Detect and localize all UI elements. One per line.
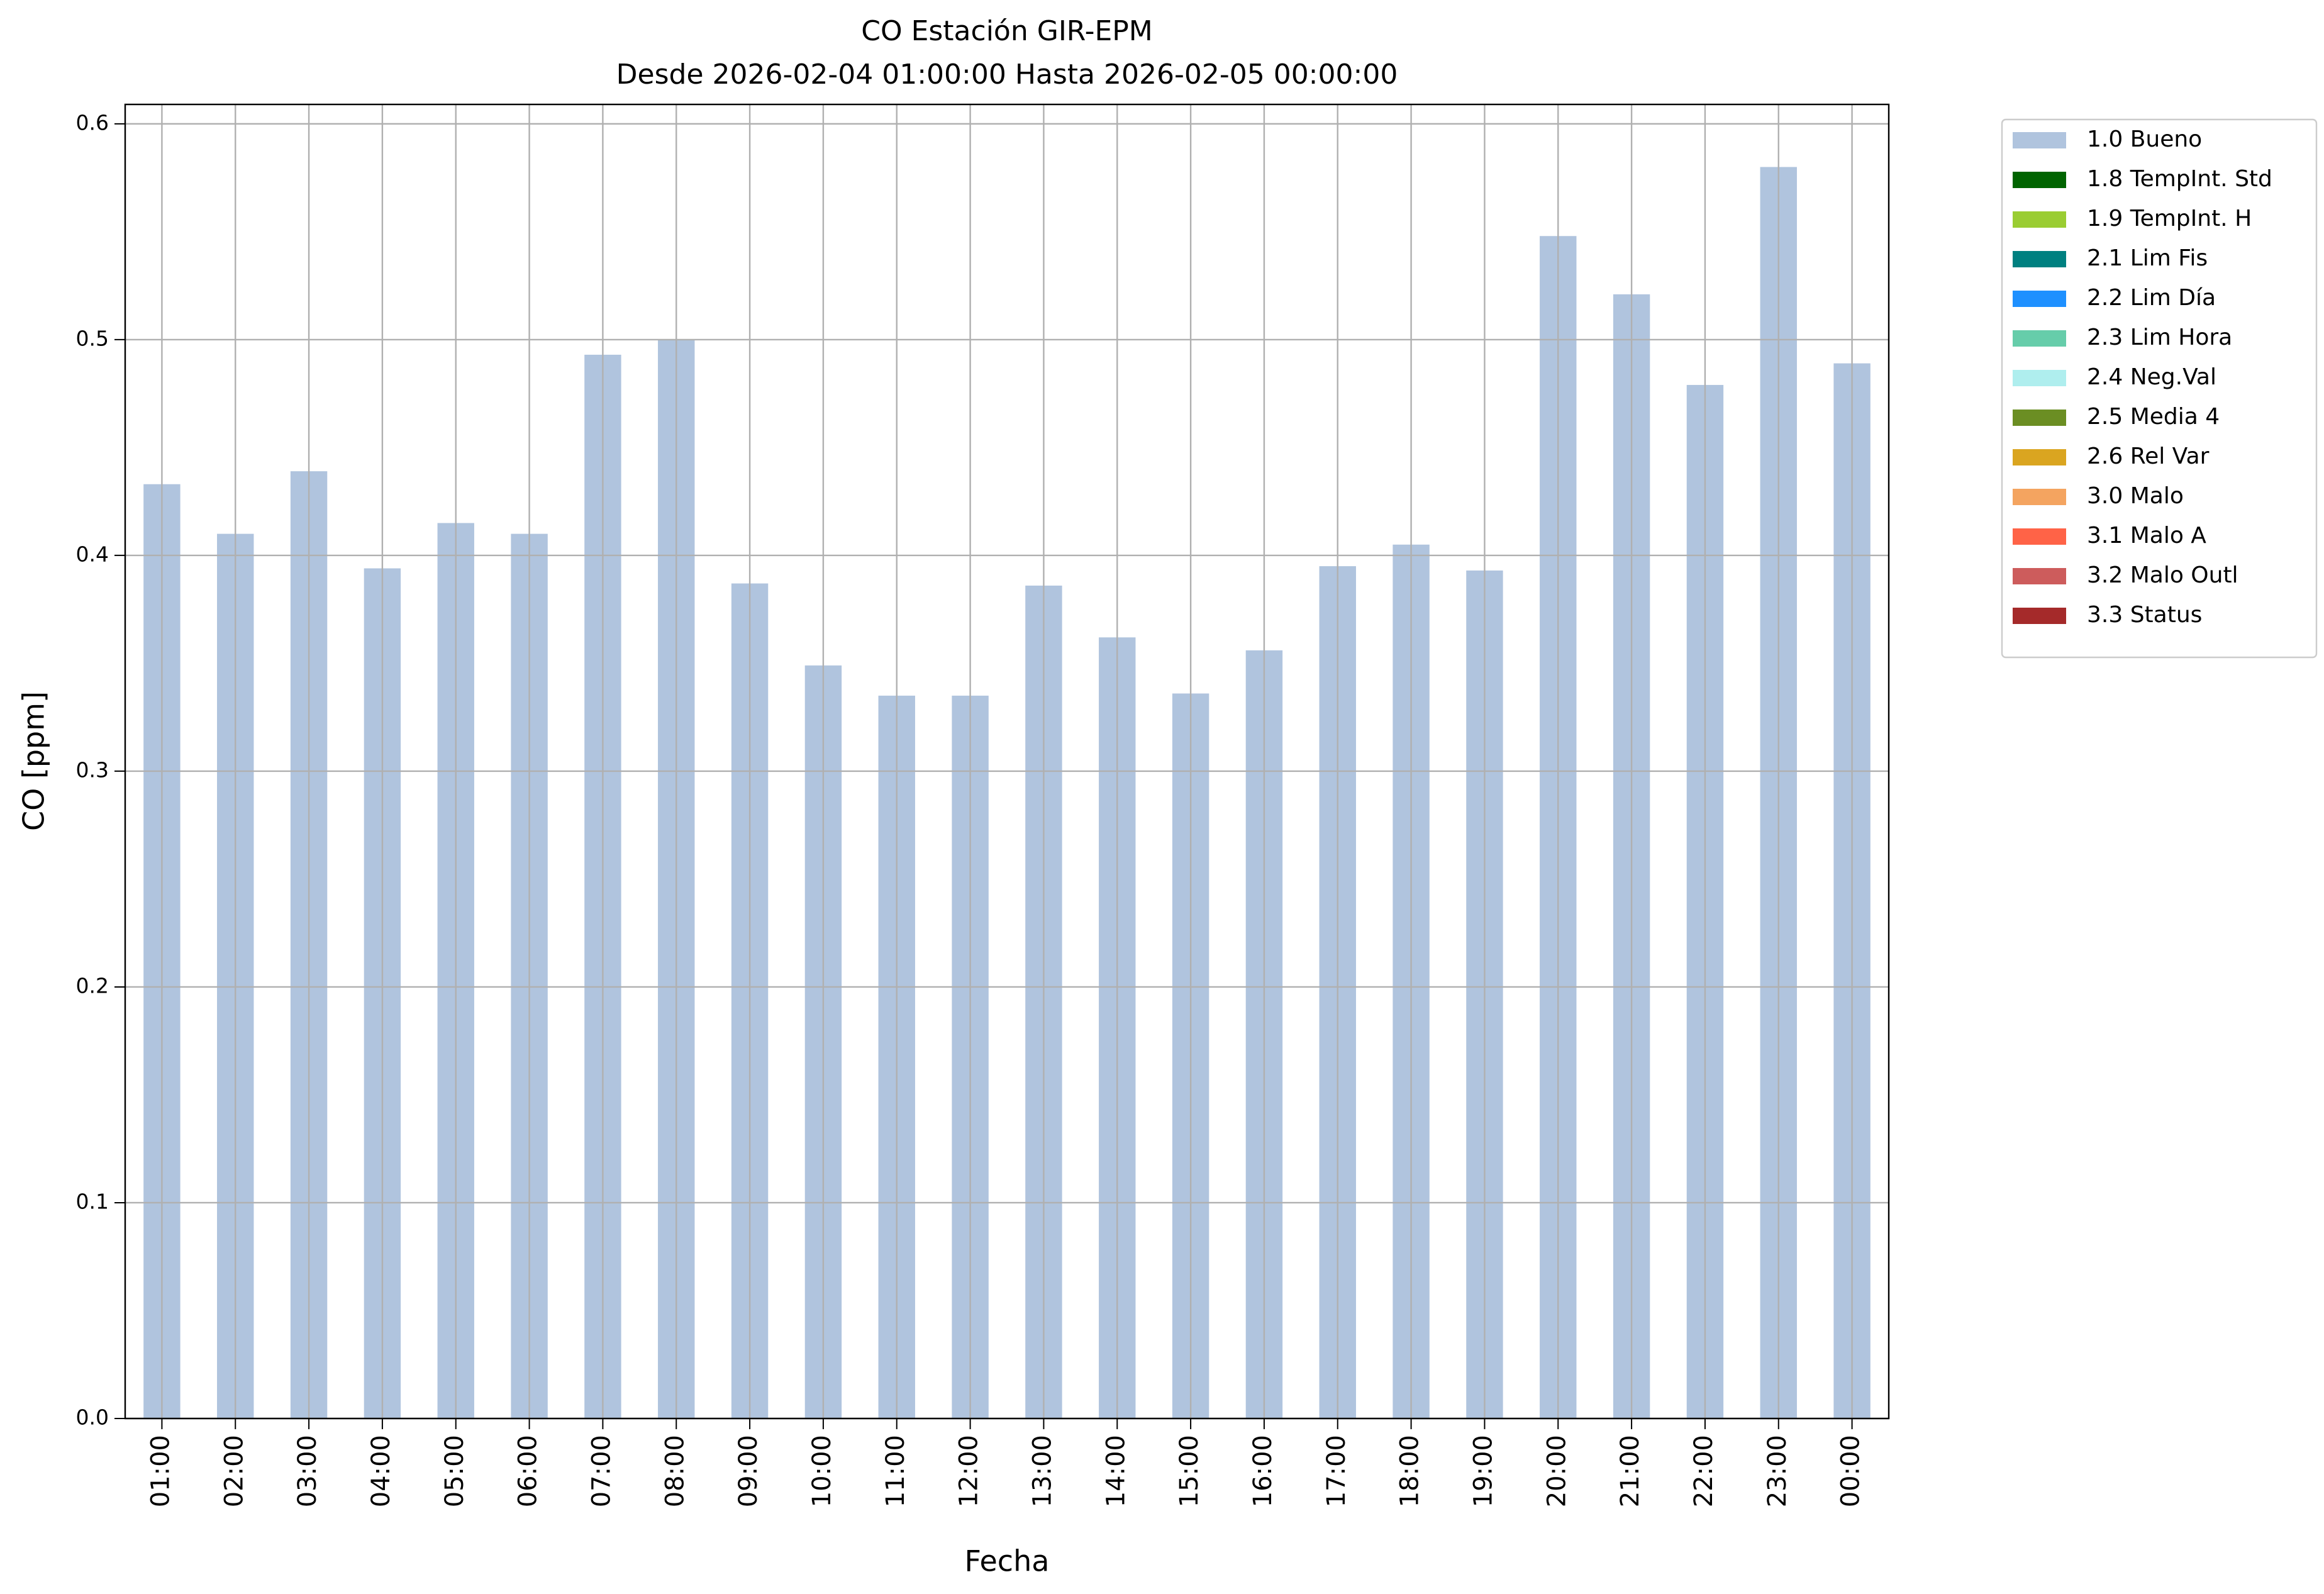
chart-subtitle: Desde 2026-02-04 01:00:00 Hasta 2026-02-… [616, 59, 1398, 91]
legend-swatch [2013, 608, 2066, 624]
x-tick-label: 09:00 [734, 1435, 763, 1507]
legend-label: 2.1 Lim Fis [2087, 245, 2208, 271]
y-tick-label: 0.2 [76, 973, 109, 998]
legend-label: 2.4 Neg.Val [2087, 364, 2216, 390]
legend-label: 1.0 Bueno [2087, 126, 2202, 152]
legend-swatch [2013, 291, 2066, 307]
x-tick-label: 10:00 [808, 1435, 837, 1507]
x-tick-label: 05:00 [440, 1435, 469, 1507]
x-tick-label: 06:00 [514, 1435, 543, 1507]
x-tick-label: 22:00 [1689, 1435, 1718, 1507]
y-tick-label: 0.3 [76, 757, 109, 782]
x-tick-label: 14:00 [1101, 1435, 1130, 1507]
x-tick-label: 11:00 [881, 1435, 910, 1507]
x-axis-label: Fecha [965, 1544, 1050, 1578]
y-tick-label: 0.0 [76, 1405, 109, 1430]
legend-swatch [2013, 132, 2066, 148]
y-tick-label: 0.6 [76, 110, 109, 135]
legend-label: 2.5 Media 4 [2087, 404, 2220, 430]
legend-frame [2001, 118, 2318, 659]
legend-label: 3.0 Malo [2087, 483, 2184, 509]
legend-swatch [2013, 410, 2066, 426]
x-tick-label: 17:00 [1322, 1435, 1351, 1507]
legend-label: 3.2 Malo Outl [2087, 562, 2238, 588]
x-tick-label: 12:00 [955, 1435, 984, 1507]
legend-label: 2.2 Lim Día [2087, 285, 2216, 311]
x-tick-label: 01:00 [146, 1435, 175, 1507]
y-tick-label: 0.4 [76, 542, 109, 566]
x-tick-label: 02:00 [220, 1435, 248, 1507]
legend-swatch [2013, 211, 2066, 228]
x-tick-label: 15:00 [1175, 1435, 1204, 1507]
x-tick-label: 23:00 [1763, 1435, 1792, 1507]
x-tick-label: 08:00 [660, 1435, 689, 1507]
x-tick-label: 18:00 [1396, 1435, 1425, 1507]
y-axis-label: CO [ppm] [17, 691, 51, 831]
legend-label: 3.3 Status [2087, 602, 2202, 628]
x-tick-label: 16:00 [1248, 1435, 1277, 1507]
x-tick-label: 13:00 [1028, 1435, 1057, 1507]
legend-label: 1.8 TempInt. Std [2087, 166, 2272, 192]
legend-label: 1.9 TempInt. H [2087, 206, 2252, 231]
y-tick-label: 0.1 [76, 1189, 109, 1213]
x-tick-label: 07:00 [587, 1435, 616, 1507]
chart-title: CO Estación GIR-EPM [861, 15, 1153, 47]
legend-swatch [2013, 568, 2066, 584]
legend-label: 2.6 Rel Var [2087, 443, 2210, 469]
x-tick-label: 20:00 [1542, 1435, 1571, 1507]
x-tick-label: 19:00 [1469, 1435, 1498, 1507]
legend-swatch [2013, 449, 2066, 465]
legend-label: 3.1 Malo A [2087, 523, 2206, 549]
plot-frame [124, 103, 1890, 1420]
x-tick-label: 21:00 [1616, 1435, 1645, 1507]
legend-swatch [2013, 489, 2066, 505]
legend-swatch [2013, 172, 2066, 188]
legend-swatch [2013, 251, 2066, 267]
x-tick-label: 04:00 [367, 1435, 396, 1507]
x-tick-label: 00:00 [1837, 1435, 1865, 1507]
legend-swatch [2013, 330, 2066, 347]
y-tick-label: 0.5 [76, 326, 109, 350]
legend-swatch [2013, 370, 2066, 386]
legend-swatch [2013, 528, 2066, 545]
legend-label: 2.3 Lim Hora [2087, 325, 2232, 350]
x-tick-label: 03:00 [293, 1435, 322, 1507]
